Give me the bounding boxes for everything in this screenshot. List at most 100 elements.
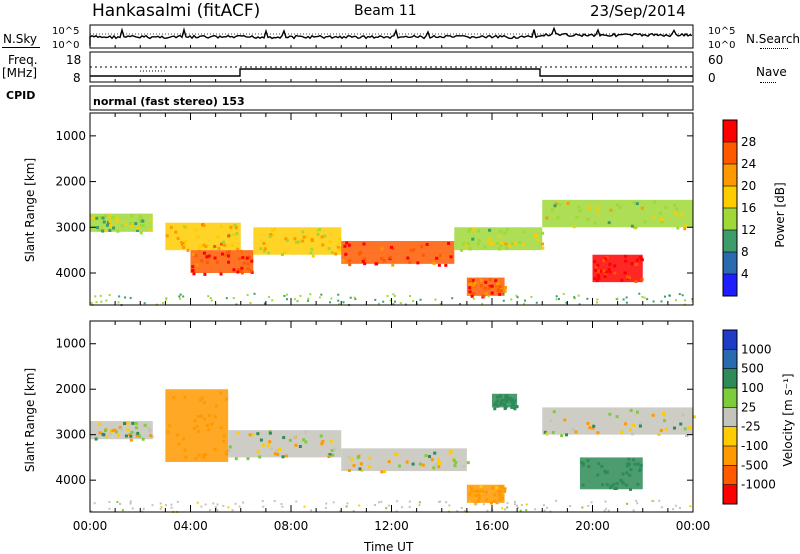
velocity-echo-cell (302, 438, 306, 442)
velocity-echo-cell (485, 498, 489, 502)
velocity-echo-band (579, 457, 643, 490)
power-echo-cell (348, 263, 352, 267)
nave-tick-bottom: 0 (708, 71, 716, 85)
velocity-echo-cell (118, 426, 122, 430)
velocity-echo-cell (494, 401, 498, 405)
power-echo-cell (334, 252, 338, 256)
power-echo-cell (343, 244, 347, 248)
power-ground-cell (178, 295, 181, 298)
velocity-echo-cell (626, 462, 630, 466)
power-ground-cell (434, 298, 437, 301)
velocity-echo-cell (614, 486, 618, 490)
power-ground-cell (523, 302, 526, 305)
velocity-echo-cell (281, 455, 285, 459)
velocity-ground-cell (303, 505, 306, 508)
power-ground-cell (246, 293, 249, 296)
power-echo-cell (196, 235, 200, 239)
velocity-scale-swatch (723, 388, 737, 408)
velocity-ground-cell (482, 503, 485, 506)
velocity-echo-cell (387, 460, 391, 464)
power-echo-cell (465, 243, 469, 247)
velocity-echo-cell (580, 460, 584, 464)
velocity-ytick-label: 1000 (55, 337, 86, 351)
velocity-scale-label-tick: 1000 (741, 342, 772, 356)
power-echo-cell (683, 227, 687, 231)
power-echo-cell (262, 249, 266, 253)
power-echo-cell (95, 216, 99, 220)
velocity-ground-cell (160, 506, 163, 509)
power-echo-cell (192, 272, 196, 276)
power-echo-cell (487, 238, 491, 242)
power-echo-cell (315, 229, 319, 233)
power-echo-cell (382, 259, 386, 263)
power-ground-cell (232, 296, 235, 299)
power-ground-cell (530, 295, 533, 298)
power-echo-cell (588, 206, 592, 210)
power-echo-band (592, 254, 643, 283)
power-echo-cell (534, 234, 538, 238)
velocity-ground-cell (475, 503, 478, 506)
velocity-scale-swatch (723, 426, 737, 446)
velocity-echo-cell (331, 453, 335, 457)
power-echo-cell (227, 260, 231, 264)
velocity-echo-cell (605, 470, 609, 474)
velocity-ground-cell (129, 502, 132, 505)
velocity-echo-cell (596, 431, 600, 435)
power-echo-cell (491, 243, 495, 247)
power-ground-cell (515, 294, 518, 297)
velocity-echo-cell (596, 473, 600, 477)
power-echo-cell (467, 282, 471, 286)
power-echo-cell (467, 242, 471, 246)
xtick-label: 20:00 (575, 519, 610, 533)
velocity-echo-cell (288, 438, 292, 442)
velocity-echo-cell (588, 426, 592, 430)
velocity-echo-cell (104, 429, 108, 433)
velocity-ground-cell (231, 509, 234, 512)
sky-right-tick-top: 10^5 (708, 26, 736, 37)
velocity-echo-cell (470, 486, 474, 490)
velocity-echo-cell (498, 497, 502, 501)
velocity-ground-cell (222, 504, 225, 507)
power-echo-cell (676, 226, 680, 230)
power-echo-cell (309, 251, 313, 255)
velocity-echo-cell (195, 424, 199, 428)
velocity-ground-cell (604, 500, 607, 503)
velocity-ground-cell (310, 509, 313, 512)
velocity-echo-cell (248, 433, 252, 437)
power-echo-cell (176, 237, 180, 241)
power-echo-cell (479, 284, 483, 288)
velocity-ground-cell (358, 504, 361, 507)
power-echo-cell (630, 224, 634, 228)
power-echo-cell (240, 271, 244, 275)
velocity-echo-cell (424, 454, 428, 458)
velocity-echo-cell (609, 484, 613, 488)
power-echo-cell (541, 231, 545, 235)
velocity-echo-cell (513, 399, 517, 403)
power-echo-cell (488, 284, 492, 288)
velocity-ground-cell (93, 502, 96, 505)
velocity-echo-cell (398, 464, 402, 468)
power-echo-cell (465, 242, 469, 246)
power-ground-cell (307, 299, 310, 302)
velocity-echo-cell (624, 483, 628, 487)
velocity-echo-cell (202, 453, 206, 457)
power-ground-cell (182, 295, 185, 298)
velocity-echo-cell (543, 430, 547, 434)
freq-tick-bottom: 8 (73, 71, 81, 85)
velocity-ground-cell (295, 500, 298, 503)
velocity-scale-label-tick: -500 (741, 458, 768, 472)
power-echo-cell (197, 248, 201, 252)
power-echo-cell (566, 201, 570, 205)
power-ground-cell (165, 297, 168, 300)
velocity-echo-cell (688, 426, 692, 430)
power-echo-cell (198, 245, 202, 249)
power-echo-cell (271, 233, 275, 237)
velocity-echo-cell (604, 471, 608, 475)
power-echo-cell (272, 227, 276, 231)
velocity-echo-cell (294, 443, 298, 447)
power-echo-cell (141, 224, 145, 228)
velocity-echo-cell (261, 443, 265, 447)
power-ground-cell (535, 301, 538, 304)
power-ground-cell (307, 297, 310, 300)
power-echo-cell (219, 272, 223, 276)
